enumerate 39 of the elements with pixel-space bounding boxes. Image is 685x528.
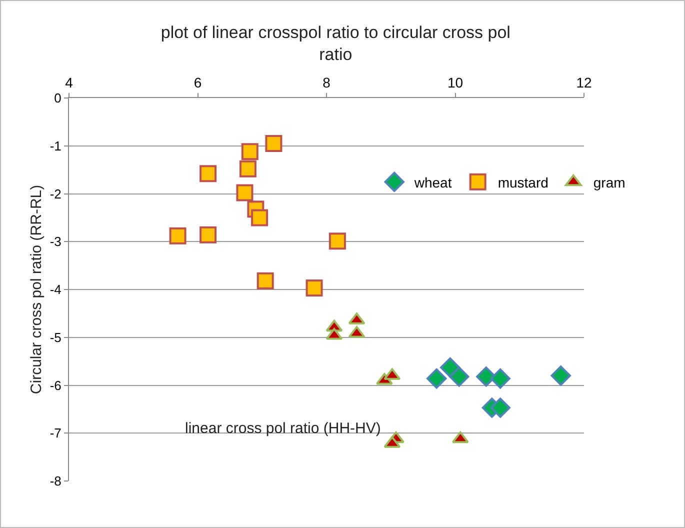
y-tick-label: -3: [50, 234, 62, 250]
x-tick-label: 10: [447, 74, 464, 90]
legend-label: gram: [593, 174, 626, 190]
y-tick-label: 0: [54, 90, 62, 106]
y-tick-label: -6: [50, 378, 62, 393]
x-axis-title: linear cross pol ratio (HH-HV): [185, 420, 381, 437]
point: [449, 366, 470, 387]
point: [426, 368, 447, 389]
point: [452, 431, 469, 444]
x-tick-label: 6: [194, 74, 202, 90]
point: [490, 398, 510, 418]
chart-title: plot of linear crosspol ratio to circular cross pol ratio: [160, 22, 510, 64]
point: [265, 134, 282, 152]
y-tick-label: -8: [50, 474, 62, 489]
legend-label: wheat: [413, 174, 452, 190]
point: [550, 366, 571, 386]
point: [326, 328, 343, 340]
x-tick-label: 8: [322, 74, 331, 90]
point: [200, 226, 217, 244]
point: [239, 160, 256, 178]
point: [306, 280, 323, 297]
point: [256, 272, 274, 290]
legend-label: mustard: [498, 174, 548, 190]
point: [169, 227, 186, 244]
point: [200, 165, 217, 182]
point: [236, 184, 254, 202]
point: [490, 368, 510, 389]
y-tick-label: -2: [50, 186, 62, 202]
y-tick-label: -4: [50, 282, 62, 298]
y-tick-label: -1: [50, 138, 62, 154]
x-tick-label: 4: [65, 74, 74, 90]
point: [241, 143, 258, 160]
y-tick-label: -7: [50, 426, 62, 441]
point: [251, 209, 268, 226]
point: [328, 232, 346, 250]
y-axis-title: Circular cross pol ratio (RR-RL): [28, 184, 46, 394]
x-tick-label: 12: [576, 74, 592, 90]
y-tick-label: -5: [50, 330, 62, 345]
point: [476, 366, 496, 387]
